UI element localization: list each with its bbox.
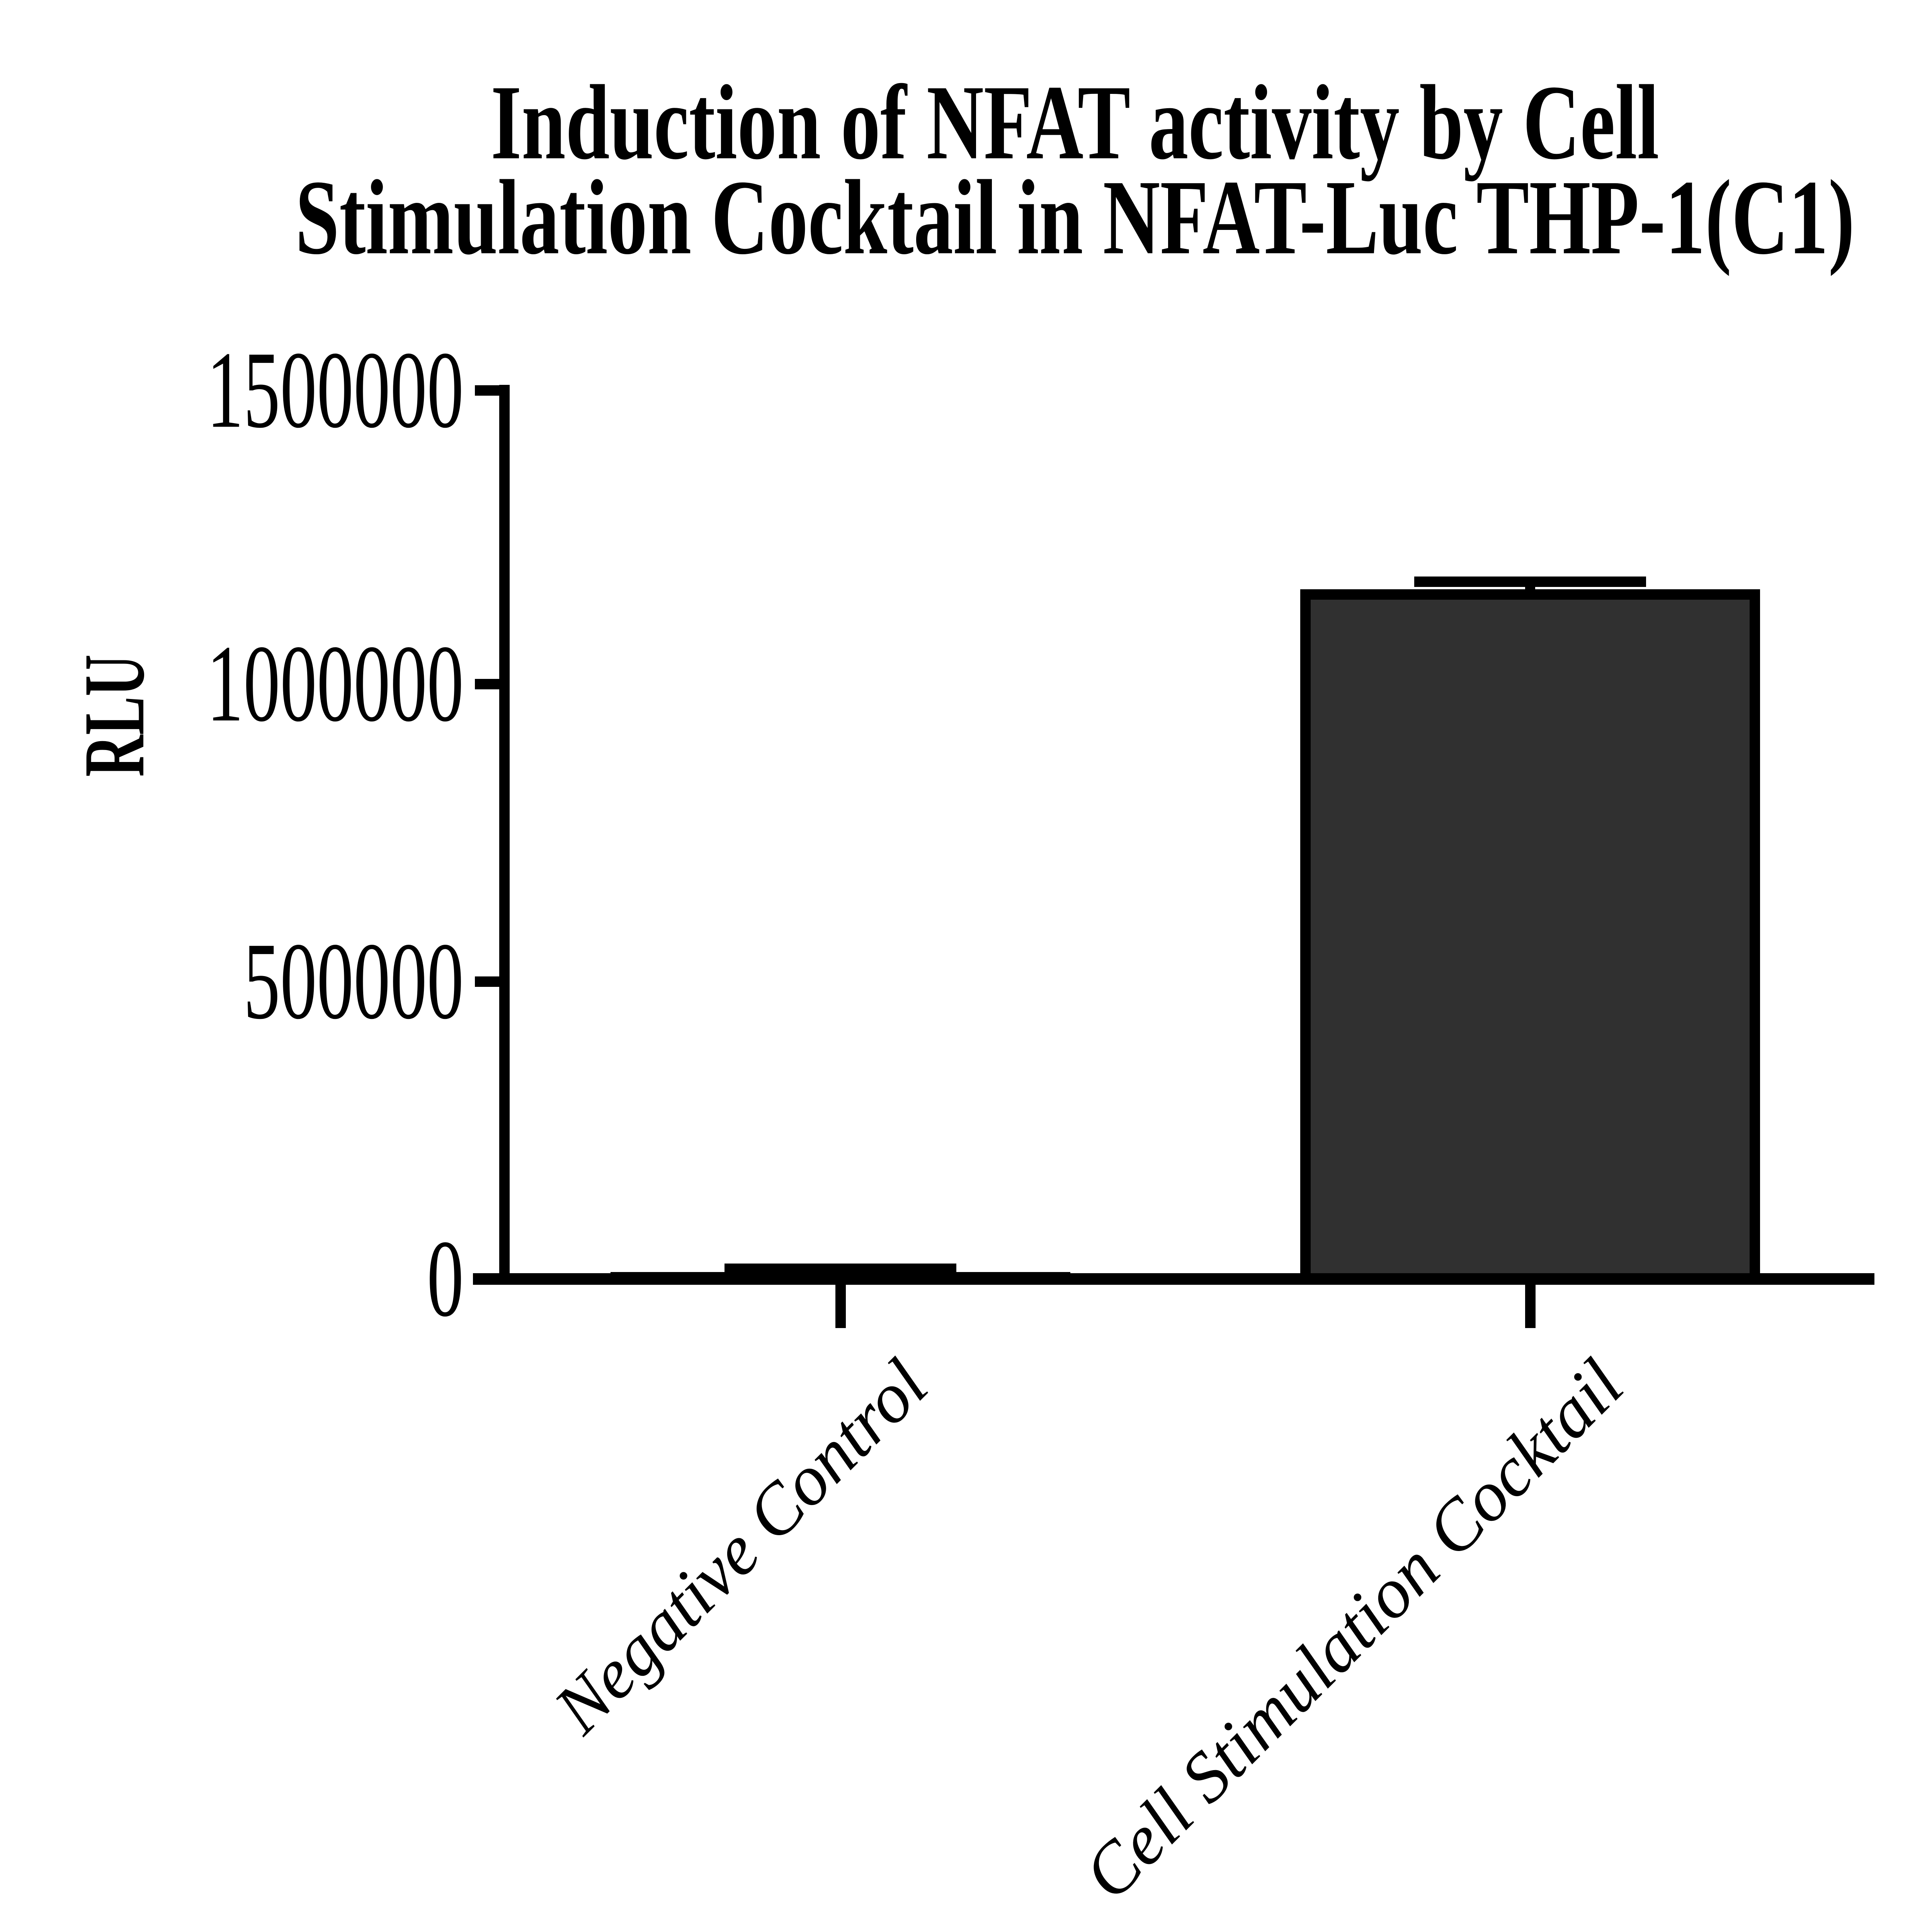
bar-cell-stimulation-cocktail [1300, 589, 1760, 1284]
chart-title-line2: Stimulation Cocktail in NFAT-Luc THP-1(C… [295, 158, 1855, 277]
chart-title: Induction of NFAT activity by Cell Stimu… [77, 63, 1932, 277]
y-tick-label-0: 0 [427, 1218, 464, 1340]
y-axis-title-text: RLU [66, 654, 163, 777]
y-tick-label-1500000: 1500000 [207, 329, 464, 451]
x-category-label-cell-stimulation-cocktail: Cell Stimulation Cocktail [1068, 1344, 1638, 1915]
chart-title-line1: Induction of NFAT activity by Cell [491, 63, 1659, 182]
x-category-label-negative-control: Negative Control [539, 1344, 943, 1748]
y-axis-title: RLU [22, 654, 207, 777]
y-tick-mark-1000000 [475, 679, 499, 689]
y-tick-label-1000000: 1000000 [207, 623, 464, 745]
y-axis-line [499, 385, 510, 1285]
y-tick-mark-1500000 [475, 385, 499, 396]
error-bar-cap-negative-control [724, 1264, 956, 1274]
x-tick-mark-cell-stimulation-cocktail [1525, 1285, 1536, 1328]
y-tick-label-500000: 500000 [243, 920, 464, 1043]
x-tick-mark-negative-control [835, 1285, 846, 1328]
bar-negative-control [611, 1272, 1070, 1285]
y-tick-mark-500000 [475, 976, 499, 987]
